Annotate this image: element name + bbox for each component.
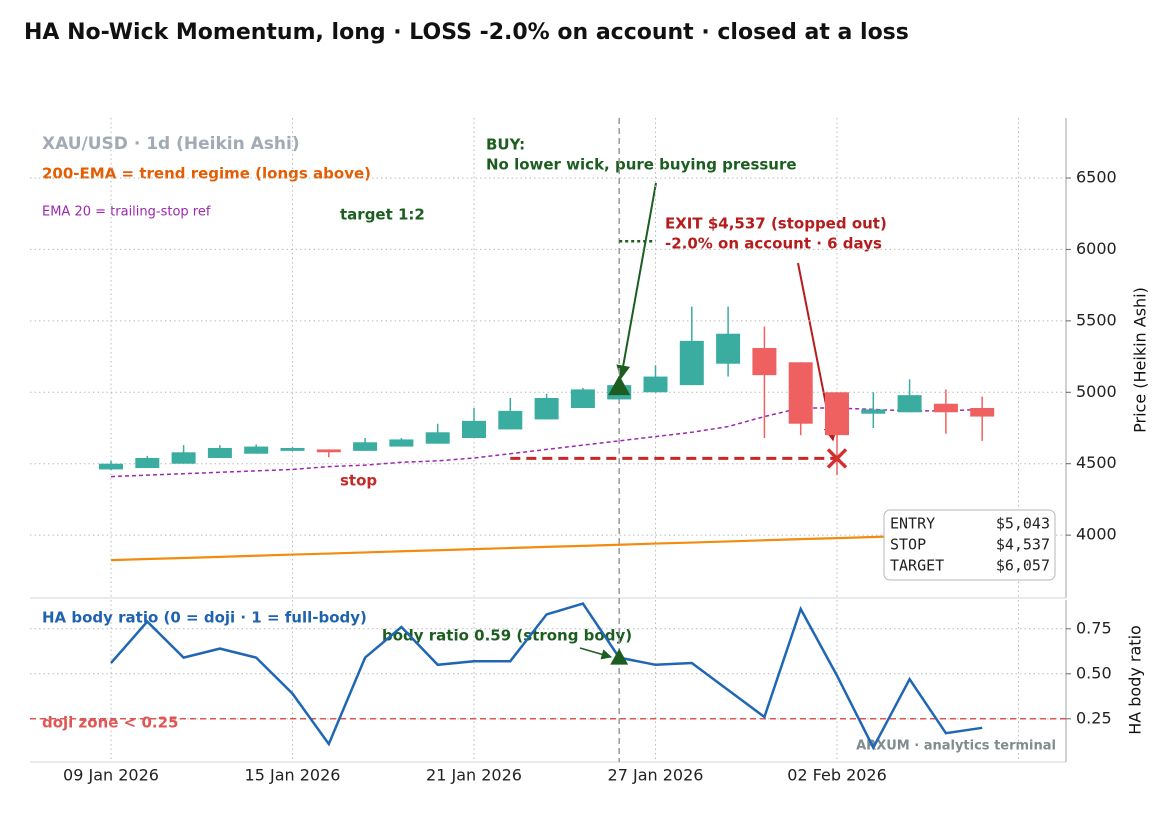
candle-body — [825, 392, 849, 436]
annotation: body ratio 0.59 (strong body) — [382, 627, 632, 645]
grid-layer: 09 Jan 2026 15 Jan 2026 21 Jan 2026 27 Jan … — [30, 118, 1117, 785]
threshold-label: doji zone < 0.25 — [42, 714, 178, 732]
x-tick-label: 27 Jan 2026 — [608, 766, 704, 785]
candle-body — [788, 362, 813, 424]
candle-body — [716, 333, 741, 364]
legend-entry: HA body ratio (0 = doji · 1 = full-body) — [42, 609, 367, 627]
ratio-line — [110, 602, 983, 751]
candle-body — [462, 420, 486, 438]
info-box — [883, 509, 1056, 581]
y-tick-label: 4000 — [1076, 525, 1117, 544]
candle-body — [570, 389, 595, 408]
info-value: $4,537 — [996, 536, 1050, 554]
info-label: TARGET — [890, 557, 944, 575]
info-value: $6,057 — [996, 557, 1050, 575]
x-tick-label: 21 Jan 2026 — [426, 766, 522, 785]
candle-body — [316, 449, 341, 453]
candle-body — [353, 442, 378, 451]
y-tick-label: 5500 — [1076, 310, 1117, 329]
candle-body — [534, 398, 559, 420]
candle-body — [861, 409, 886, 414]
candle-body — [970, 408, 995, 417]
ratio-marker — [610, 648, 629, 665]
y-tick-label: 4500 — [1076, 453, 1117, 472]
candle-body — [679, 340, 704, 386]
candle-body — [897, 395, 922, 413]
subtitle: XAU/USD · 1d (Heikin Ashi) — [42, 134, 300, 154]
top-layer: ENTRY $5,043 STOP $4,537 TARGET $6,057 — [510, 240, 1056, 665]
watermark: ARXUM · analytics terminal — [856, 739, 1056, 754]
annotation: BUY: — [486, 136, 525, 154]
y-axis-label: HA body ratio — [1126, 625, 1145, 735]
x-tick-label: 15 Jan 2026 — [245, 766, 341, 785]
stop-label: stop — [340, 472, 377, 490]
y-axis-label: Price (Heikin Ashi) — [1131, 287, 1150, 433]
y-tick-label: 0.75 — [1076, 618, 1112, 637]
candle-body — [643, 376, 668, 393]
buy-marker — [608, 375, 631, 396]
arrow — [579, 647, 613, 660]
info-label: STOP — [890, 536, 926, 554]
y-tick-label: 5000 — [1076, 382, 1117, 401]
info-label: ENTRY — [890, 515, 935, 533]
candle-body — [425, 432, 450, 444]
x-tick-label: 02 Feb 2026 — [787, 766, 887, 785]
marks-layer — [30, 306, 1066, 751]
exit-marker — [826, 448, 848, 469]
y-tick-label: 0.25 — [1076, 708, 1112, 727]
candle-body — [207, 448, 232, 458]
candle-body — [752, 348, 777, 376]
arrow — [616, 182, 657, 380]
candle-body — [135, 458, 160, 468]
candle-body — [280, 448, 305, 451]
y-tick-label: 6500 — [1076, 168, 1117, 187]
annotation: EXIT $4,537 (stopped out) — [665, 215, 887, 233]
legend-entry: EMA 20 = trailing-stop ref — [42, 205, 211, 220]
candle-body — [244, 446, 269, 454]
legend-entry: 200-EMA = trend regime (longs above) — [42, 165, 371, 183]
target-label: target 1:2 — [340, 206, 425, 224]
candle-body — [389, 439, 414, 447]
annotation: No lower wick, pure buying pressure — [486, 156, 797, 174]
candle-body — [933, 403, 958, 413]
info-value: $5,043 — [996, 515, 1050, 533]
indicator-line — [110, 532, 983, 562]
candle-body — [99, 463, 123, 470]
x-tick-label: 09 Jan 2026 — [63, 766, 159, 785]
chart-title: HA No-Wick Momentum, long · LOSS -2.0% o… — [24, 20, 909, 45]
y-tick-label: 0.50 — [1076, 663, 1112, 682]
y-tick-label: 6000 — [1076, 239, 1117, 258]
candle-body — [498, 410, 523, 430]
candle-body — [171, 452, 196, 464]
annotation: -2.0% on account · 6 days — [665, 235, 882, 253]
